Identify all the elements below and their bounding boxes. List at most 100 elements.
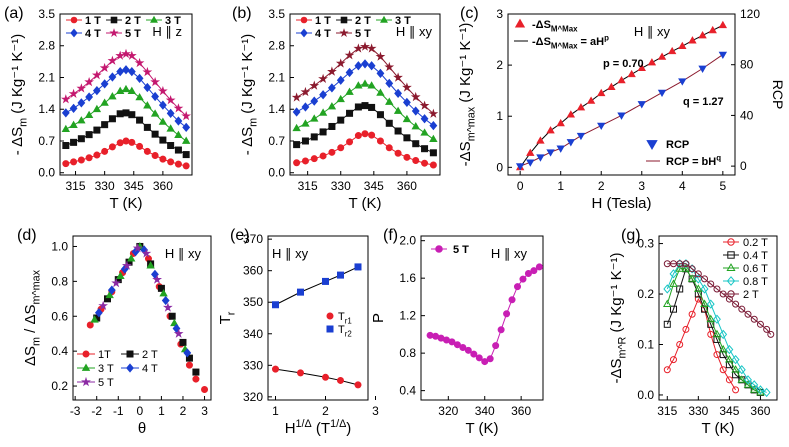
data-point xyxy=(77,156,85,164)
data-point xyxy=(174,146,182,154)
legend-label: 2 T xyxy=(355,15,371,27)
data-point xyxy=(127,50,137,60)
data-point xyxy=(142,66,153,77)
legend-label: 3 T xyxy=(98,363,114,375)
data-point xyxy=(157,284,165,292)
data-point xyxy=(111,277,122,288)
data-point xyxy=(698,31,707,39)
x-tick-label: 320 xyxy=(438,404,458,418)
data-point xyxy=(719,329,728,340)
series-line xyxy=(275,368,359,386)
data-point xyxy=(459,344,467,352)
data-point xyxy=(127,66,136,77)
plot-frame xyxy=(72,235,212,401)
data-point xyxy=(731,365,740,373)
data-point xyxy=(301,102,310,112)
x-tick-label: 4 xyxy=(679,179,686,193)
data-point xyxy=(566,139,576,147)
data-point xyxy=(327,66,337,76)
x-axis-label: H (Tesla) xyxy=(591,195,651,212)
legend-swatch-marker xyxy=(81,363,91,371)
legend-swatch-marker xyxy=(514,18,526,28)
x-tick-label: 360 xyxy=(750,404,770,418)
data-point xyxy=(127,254,136,262)
data-point xyxy=(368,131,376,139)
data-point xyxy=(708,25,717,34)
data-point xyxy=(732,386,740,394)
series-line xyxy=(667,263,772,335)
data-point xyxy=(86,321,94,329)
data-point xyxy=(121,48,131,59)
legend-swatch-marker xyxy=(326,325,334,333)
data-point xyxy=(354,61,363,71)
data-point xyxy=(128,138,136,146)
legend-entry: 3 T xyxy=(146,15,181,27)
x-tick-label: -1 xyxy=(113,404,124,418)
legend-label: 1T xyxy=(98,349,111,361)
data-point xyxy=(168,312,176,320)
data-point xyxy=(669,305,677,313)
series-5-T xyxy=(61,48,192,121)
data-point xyxy=(526,148,535,156)
data-point xyxy=(750,380,759,390)
data-point xyxy=(718,344,728,353)
data-point xyxy=(61,108,70,118)
data-point xyxy=(354,263,362,271)
x-tick-label: 5 xyxy=(719,179,726,193)
data-point xyxy=(354,81,363,89)
legend-swatch-marker xyxy=(150,15,158,23)
y-tick-label: 2.1 xyxy=(38,70,55,84)
data-point xyxy=(524,269,532,277)
data-point xyxy=(105,290,114,299)
legend-entry: 0.2 T xyxy=(723,237,768,249)
x-tick-label: 345 xyxy=(124,179,144,193)
data-point xyxy=(116,139,124,147)
plot-frame xyxy=(267,235,369,401)
data-point xyxy=(737,365,746,375)
data-point xyxy=(536,154,545,162)
legend-label: 5 T xyxy=(125,28,141,40)
data-point xyxy=(503,310,511,318)
data-point xyxy=(353,43,364,53)
data-point xyxy=(327,102,337,110)
data-point xyxy=(300,86,311,97)
data-point xyxy=(134,57,145,68)
plot-frame xyxy=(420,235,544,401)
data-point xyxy=(328,148,336,156)
legend-swatch-marker xyxy=(110,16,118,24)
data-point xyxy=(174,116,183,126)
data-point xyxy=(744,310,752,318)
data-point xyxy=(678,78,687,86)
data-point xyxy=(411,106,420,116)
y-tick-label: 0.2 xyxy=(637,287,654,301)
data-point xyxy=(744,375,752,385)
legend-swatch-marker xyxy=(435,245,443,253)
data-point xyxy=(762,387,771,398)
data-point xyxy=(291,92,302,102)
legend-label: 1 T xyxy=(85,15,101,27)
data-point xyxy=(706,299,715,309)
data-point xyxy=(617,112,626,120)
data-point xyxy=(132,243,143,253)
data-point xyxy=(515,163,525,171)
legend-swatch-marker xyxy=(726,276,736,286)
data-point xyxy=(108,92,117,100)
data-point xyxy=(688,36,697,44)
data-point xyxy=(319,152,327,160)
data-point xyxy=(597,122,606,131)
data-point xyxy=(676,340,684,348)
data-point xyxy=(546,126,555,134)
x-tick-label: 360 xyxy=(511,404,531,418)
data-point xyxy=(688,265,696,273)
data-point xyxy=(481,358,489,366)
data-point xyxy=(402,97,411,108)
legend-label: 4 T xyxy=(315,28,331,40)
panel-f: 320 340 360 0.4 0.8 1.2 1.6 2.0 T (K) P (f) H ∥ xy 5… xyxy=(370,227,544,437)
legend-label: 1 T xyxy=(315,15,331,27)
y-tick-label: 3.5 xyxy=(38,7,55,21)
y-tick-label: 1.4 xyxy=(38,102,55,116)
y-tick-label: 2.8 xyxy=(38,39,55,53)
data-point xyxy=(174,160,182,168)
legend-swatch-marker xyxy=(727,238,735,246)
data-point xyxy=(344,50,355,60)
